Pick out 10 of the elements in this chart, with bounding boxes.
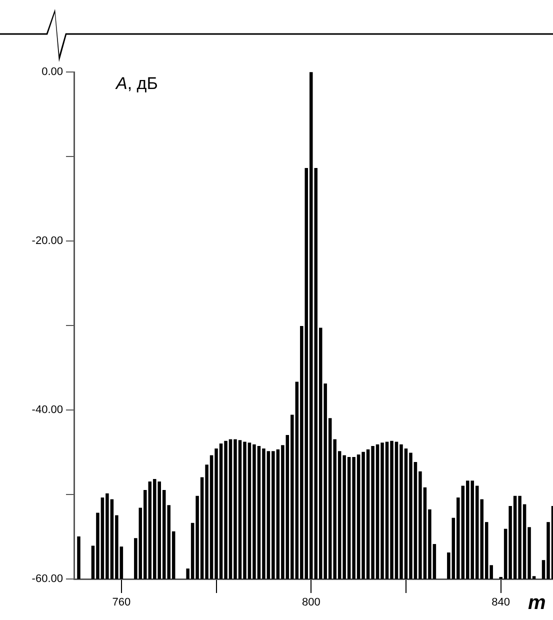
x-tick-label: 840 <box>492 596 510 609</box>
y-tick-label: -40.00 <box>32 404 63 416</box>
y-tick-label: -20.00 <box>32 235 63 248</box>
y-axis-title: A, дБ <box>116 74 158 94</box>
x-tick-label: 760 <box>112 596 131 609</box>
x-axis-title: m <box>528 592 546 615</box>
y-tick-label: 0.00 <box>42 66 63 78</box>
bar <box>77 536 80 579</box>
x-tick-label: 800 <box>302 596 320 609</box>
y-tick-label: -60.00 <box>32 573 63 586</box>
